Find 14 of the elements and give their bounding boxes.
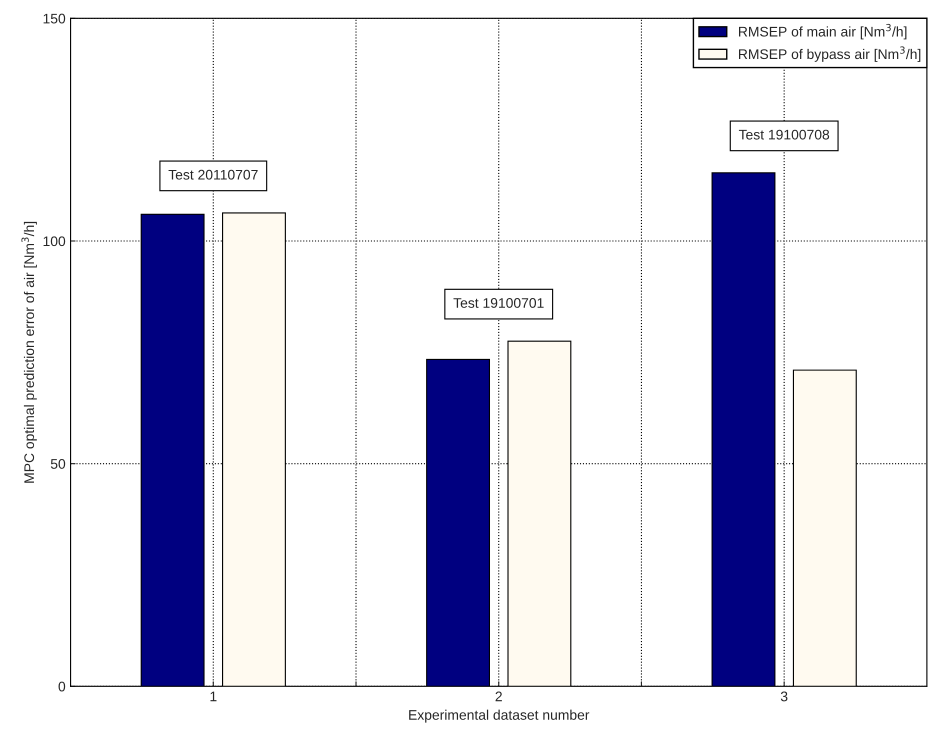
x-tick-label: 2 <box>496 692 502 702</box>
x-axis-title: Experimental dataset number <box>409 710 590 723</box>
x-tick-label: 3 <box>780 692 788 702</box>
annotation: Test 20110707 <box>168 170 258 180</box>
annotation: Test 19100701 <box>453 298 544 308</box>
legend-label: RMSEP of main air [Nm$^{3}$/h] <box>738 24 906 40</box>
y-tick-label: 0 <box>58 682 66 692</box>
y-tick-label: 100 <box>44 236 66 246</box>
y-tick-label: 50 <box>50 458 66 469</box>
x-tick-label: 1 <box>210 692 216 702</box>
legend-label: RMSEP of bypass air [Nm$^{3}$/h] <box>738 46 920 62</box>
annotation: Test 19100708 <box>738 130 830 140</box>
y-tick-label: 150 <box>44 14 66 24</box>
y-axis-title: MPC optimal prediction error of air [Nm$^{3}$/h] <box>21 222 37 483</box>
